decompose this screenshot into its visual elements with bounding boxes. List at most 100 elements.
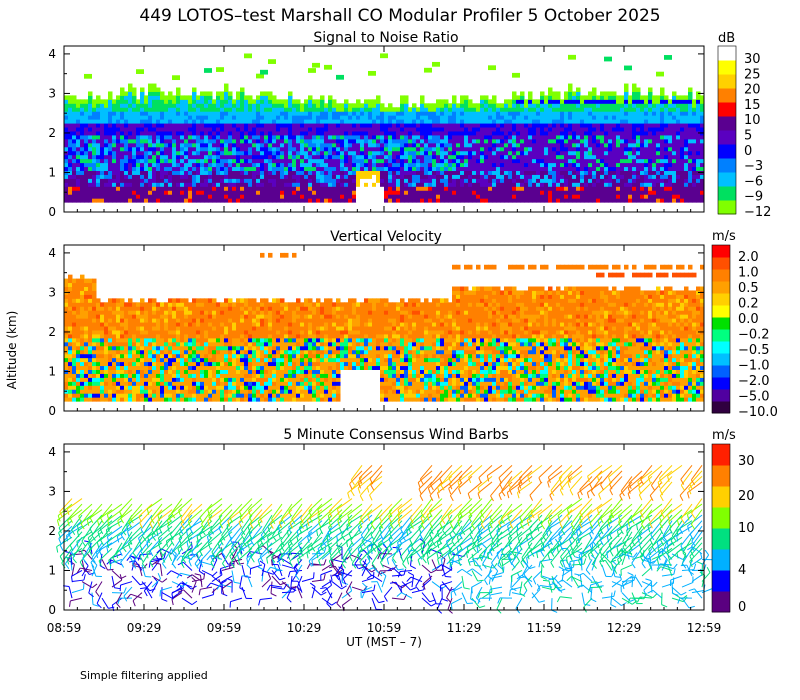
- snr-cell: [268, 111, 273, 116]
- snr-cell: [84, 170, 89, 175]
- snr-cell: [556, 134, 561, 140]
- snr-cell: [440, 194, 445, 199]
- snr-cell: [400, 119, 405, 124]
- snr-cell: [332, 158, 337, 164]
- snr-cell: [488, 174, 493, 179]
- snr-cell: [604, 119, 609, 124]
- snr-cell: [676, 99, 681, 104]
- vv-cell: [68, 345, 73, 351]
- snr-cell: [256, 150, 261, 156]
- snr-cell: [668, 138, 673, 144]
- snr-cell: [676, 127, 681, 132]
- snr-cell: [144, 186, 149, 191]
- snr-cell: [280, 174, 285, 179]
- snr-cell: [496, 162, 501, 168]
- snr-cell: [220, 99, 225, 104]
- snr-cell: [136, 162, 141, 168]
- vv-cell: [112, 310, 117, 315]
- snr-cell: [500, 111, 505, 116]
- snr-cell: [88, 138, 93, 144]
- snr-cell: [608, 182, 613, 187]
- snr-cell: [660, 134, 665, 140]
- snr-cell: [260, 111, 265, 116]
- snr-cell: [428, 111, 433, 116]
- snr-cell: [588, 166, 593, 171]
- snr-cell: [160, 190, 165, 195]
- snr-cell: [396, 150, 401, 156]
- snr-cell: [240, 99, 245, 104]
- snr-cell: [336, 154, 341, 160]
- snr-cell: [268, 134, 273, 140]
- snr-cell: [316, 158, 321, 164]
- snr-cell: [228, 111, 233, 116]
- snr-cell: [104, 182, 109, 187]
- snr-cell: [528, 162, 533, 168]
- snr-cell: [664, 138, 669, 144]
- vv-cell: [132, 337, 137, 343]
- snr-cell: [240, 138, 245, 144]
- snr-cell: [300, 146, 305, 152]
- vv-cell: [76, 322, 81, 327]
- snr-cell: [340, 154, 345, 160]
- snr-cell: [312, 127, 317, 132]
- snr-cell: [588, 170, 593, 175]
- vv-cell: [80, 393, 85, 398]
- snr-cell: [140, 115, 145, 120]
- snr-cell: [212, 130, 217, 136]
- vv-cell: [112, 318, 117, 323]
- snr-cell: [428, 123, 433, 128]
- snr-cell: [424, 186, 429, 191]
- snr-cell: [268, 107, 273, 112]
- snr-cell: [328, 127, 333, 132]
- snr-cell: [648, 154, 653, 160]
- snr-cell: [544, 130, 549, 136]
- snr-cell: [308, 186, 313, 191]
- snr-cell: [680, 170, 685, 175]
- snr-cell: [564, 99, 569, 104]
- snr-cell: [328, 182, 333, 187]
- vv-cell: [88, 290, 93, 295]
- snr-cell: [132, 103, 137, 108]
- snr-cell: [344, 130, 349, 136]
- snr-cell: [632, 130, 637, 136]
- snr-cell: [92, 99, 97, 104]
- snr-cell: [552, 158, 557, 164]
- snr-cell: [564, 134, 569, 140]
- snr-cell: [320, 154, 325, 160]
- snr-cell: [564, 154, 569, 160]
- snr-cell: [300, 158, 305, 164]
- snr-cell: [576, 111, 581, 116]
- snr-cell: [164, 99, 169, 104]
- vv-cell: [128, 381, 133, 386]
- snr-cell: [616, 166, 621, 171]
- snr-cell: [452, 182, 457, 187]
- snr-cell: [448, 170, 453, 175]
- snr-cell: [80, 158, 85, 164]
- snr-cell: [500, 127, 505, 132]
- vv-cell: [116, 393, 121, 398]
- snr-cell: [68, 130, 73, 136]
- snr-cell: [464, 123, 469, 128]
- snr-cell: [612, 130, 617, 136]
- snr-cell: [628, 95, 633, 100]
- vv-cell: [124, 345, 129, 351]
- snr-cell: [340, 111, 345, 116]
- vv-cell: [64, 341, 69, 347]
- snr-cell: [140, 107, 145, 112]
- snr-cell: [460, 162, 465, 168]
- snr-cell: [684, 142, 689, 148]
- snr-cell: [272, 115, 277, 120]
- snr-cell: [136, 130, 141, 136]
- snr-cell: [468, 134, 473, 140]
- snr-cell: [500, 138, 505, 144]
- snr-cell: [644, 170, 649, 175]
- snr-cell: [508, 190, 513, 195]
- snr-cell: [672, 150, 677, 156]
- snr-cell: [520, 194, 525, 199]
- snr-cell: [552, 194, 557, 199]
- snr-cell: [576, 119, 581, 124]
- snr-cell: [156, 87, 161, 92]
- snr-cell: [344, 178, 349, 183]
- snr-cell: [440, 134, 445, 140]
- snr-cell: [184, 123, 189, 128]
